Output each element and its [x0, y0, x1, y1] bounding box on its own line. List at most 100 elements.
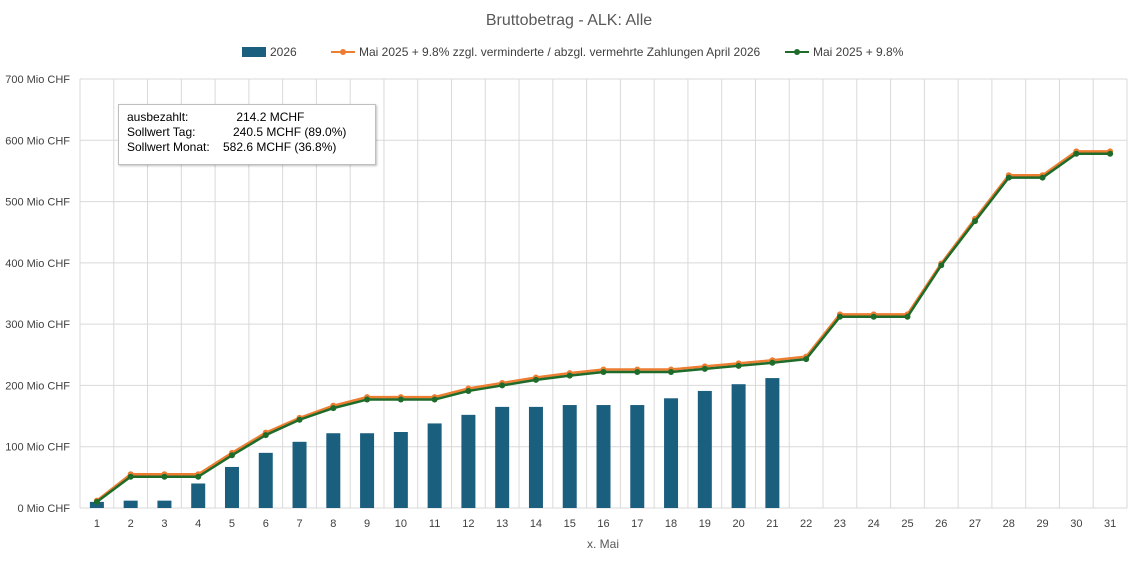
bar-2026 — [731, 384, 746, 508]
line-green-point — [1039, 174, 1046, 181]
x-tick-label: 31 — [1104, 518, 1116, 530]
line-green-point — [870, 313, 877, 320]
y-tick-label: 700 Mio CHF — [5, 74, 70, 86]
x-tick-label: 14 — [530, 518, 542, 530]
x-tick-label: 11 — [429, 518, 440, 530]
x-tick-label: 16 — [597, 518, 609, 530]
line-green-point — [532, 376, 539, 383]
x-tick-label: 23 — [834, 518, 846, 530]
summary-value-target-day: 240.5 MCHF (89.0%) — [223, 125, 347, 139]
legend-label-orange-line: Mai 2025 + 9.8% zzgl. verminderte / abzg… — [359, 45, 761, 59]
bar-2026 — [562, 405, 577, 508]
y-axis-ticks: 0 Mio CHF 100 Mio CHF 200 Mio CHF 300 Mio C… — [5, 74, 70, 515]
line-green-point — [600, 368, 607, 375]
line-green-point — [1005, 174, 1012, 181]
y-tick-label: 500 Mio CHF — [5, 197, 70, 209]
summary-row-target-day: Sollwert Tag: 240.5 MCHF (89.0%) — [127, 125, 375, 140]
line-green-point — [1073, 150, 1080, 157]
y-tick-label: 100 Mio CHF — [5, 442, 70, 454]
line-green-point — [938, 262, 945, 269]
line-green-point — [465, 387, 472, 394]
summary-box: ausbezahlt: 214.2 MCHF Sollwert Tag: 240… — [118, 104, 376, 165]
summary-value-paid: 214.2 MCHF — [223, 110, 305, 124]
legend-orange-marker — [340, 49, 346, 55]
bar-2026 — [427, 423, 442, 508]
x-tick-label: 3 — [161, 518, 167, 530]
bar-2026 — [765, 378, 780, 508]
x-tick-label: 19 — [699, 518, 711, 530]
line-green-point — [904, 313, 911, 320]
x-tick-label: 15 — [564, 518, 576, 530]
x-axis-label: x. Mai — [587, 537, 619, 551]
line-green-point — [836, 313, 843, 320]
x-tick-label: 9 — [364, 518, 370, 530]
line-green-point — [195, 473, 202, 480]
x-tick-label: 7 — [296, 518, 302, 530]
bar-2026 — [697, 390, 712, 508]
y-tick-label: 400 Mio CHF — [5, 258, 70, 270]
x-tick-label: 21 — [766, 518, 778, 530]
line-green-point — [634, 368, 641, 375]
chart-title: Bruttobetrag - ALK: Alle — [486, 12, 652, 29]
line-green-point — [1107, 150, 1114, 157]
line-green-point — [972, 218, 979, 225]
bar-2026 — [630, 405, 645, 508]
line-green-point — [701, 365, 708, 372]
x-tick-label: 13 — [496, 518, 508, 530]
grid — [79, 78, 1128, 509]
x-tick-label: 20 — [732, 518, 744, 530]
legend-item-bars: 2026 — [242, 45, 297, 59]
line-green-point — [499, 382, 506, 389]
bar-2026 — [258, 452, 273, 508]
bar-2026 — [528, 406, 543, 508]
y-tick-label: 600 Mio CHF — [5, 135, 70, 147]
line-green-point — [296, 416, 303, 423]
x-tick-label: 10 — [395, 518, 407, 530]
x-axis-ticks: 1 2 3 4 5 6 7 8 9 10 11 12 13 14 15 16 17 18 19 20 21 22 23 24 2… — [94, 518, 1116, 530]
bar-2026 — [393, 432, 408, 508]
x-tick-label: 27 — [969, 518, 981, 530]
x-tick-label: 25 — [901, 518, 913, 530]
line-green-point — [161, 473, 168, 480]
x-tick-label: 4 — [195, 518, 201, 530]
line-green-point — [431, 396, 438, 403]
bar-2026 — [157, 500, 172, 508]
x-tick-label: 5 — [229, 518, 235, 530]
x-tick-label: 28 — [1003, 518, 1015, 530]
x-tick-label: 12 — [462, 518, 474, 530]
x-tick-label: 26 — [935, 518, 947, 530]
bar-2026 — [495, 406, 510, 508]
summary-row-paid: ausbezahlt: 214.2 MCHF — [127, 110, 375, 125]
legend-label-green-line: Mai 2025 + 9.8% — [813, 45, 904, 59]
y-tick-label: 200 Mio CHF — [5, 380, 70, 392]
legend-item-orange-line: Mai 2025 + 9.8% zzgl. verminderte / abzg… — [331, 45, 761, 59]
line-green-point — [769, 359, 776, 366]
x-tick-label: 22 — [800, 518, 812, 530]
bar-2026 — [664, 398, 679, 508]
bar-2026 — [461, 414, 476, 508]
bar-2026 — [596, 405, 611, 508]
legend-item-green-line: Mai 2025 + 9.8% — [785, 45, 904, 59]
y-tick-label: 300 Mio CHF — [5, 319, 70, 331]
line-green-point — [668, 368, 675, 375]
summary-label-target-day: Sollwert Tag: — [127, 125, 196, 139]
legend-bar-swatch — [242, 47, 266, 57]
summary-label-target-month: Sollwert Monat: — [127, 140, 210, 154]
bar-2026 — [292, 441, 307, 508]
x-tick-label: 30 — [1070, 518, 1082, 530]
bar-2026 — [224, 466, 239, 508]
line-green-point — [93, 498, 100, 505]
x-tick-label: 1 — [94, 518, 100, 530]
x-tick-label: 24 — [868, 518, 880, 530]
x-tick-label: 17 — [631, 518, 643, 530]
x-tick-label: 6 — [263, 518, 269, 530]
line-green-point — [330, 405, 337, 412]
bar-2026 — [89, 501, 104, 508]
legend-green-marker — [794, 49, 800, 55]
line-green-point — [364, 396, 371, 403]
summary-value-target-month: 582.6 MCHF (36.8%) — [223, 140, 337, 154]
x-tick-label: 2 — [128, 518, 134, 530]
x-tick-label: 18 — [665, 518, 677, 530]
line-green-point — [262, 432, 269, 439]
